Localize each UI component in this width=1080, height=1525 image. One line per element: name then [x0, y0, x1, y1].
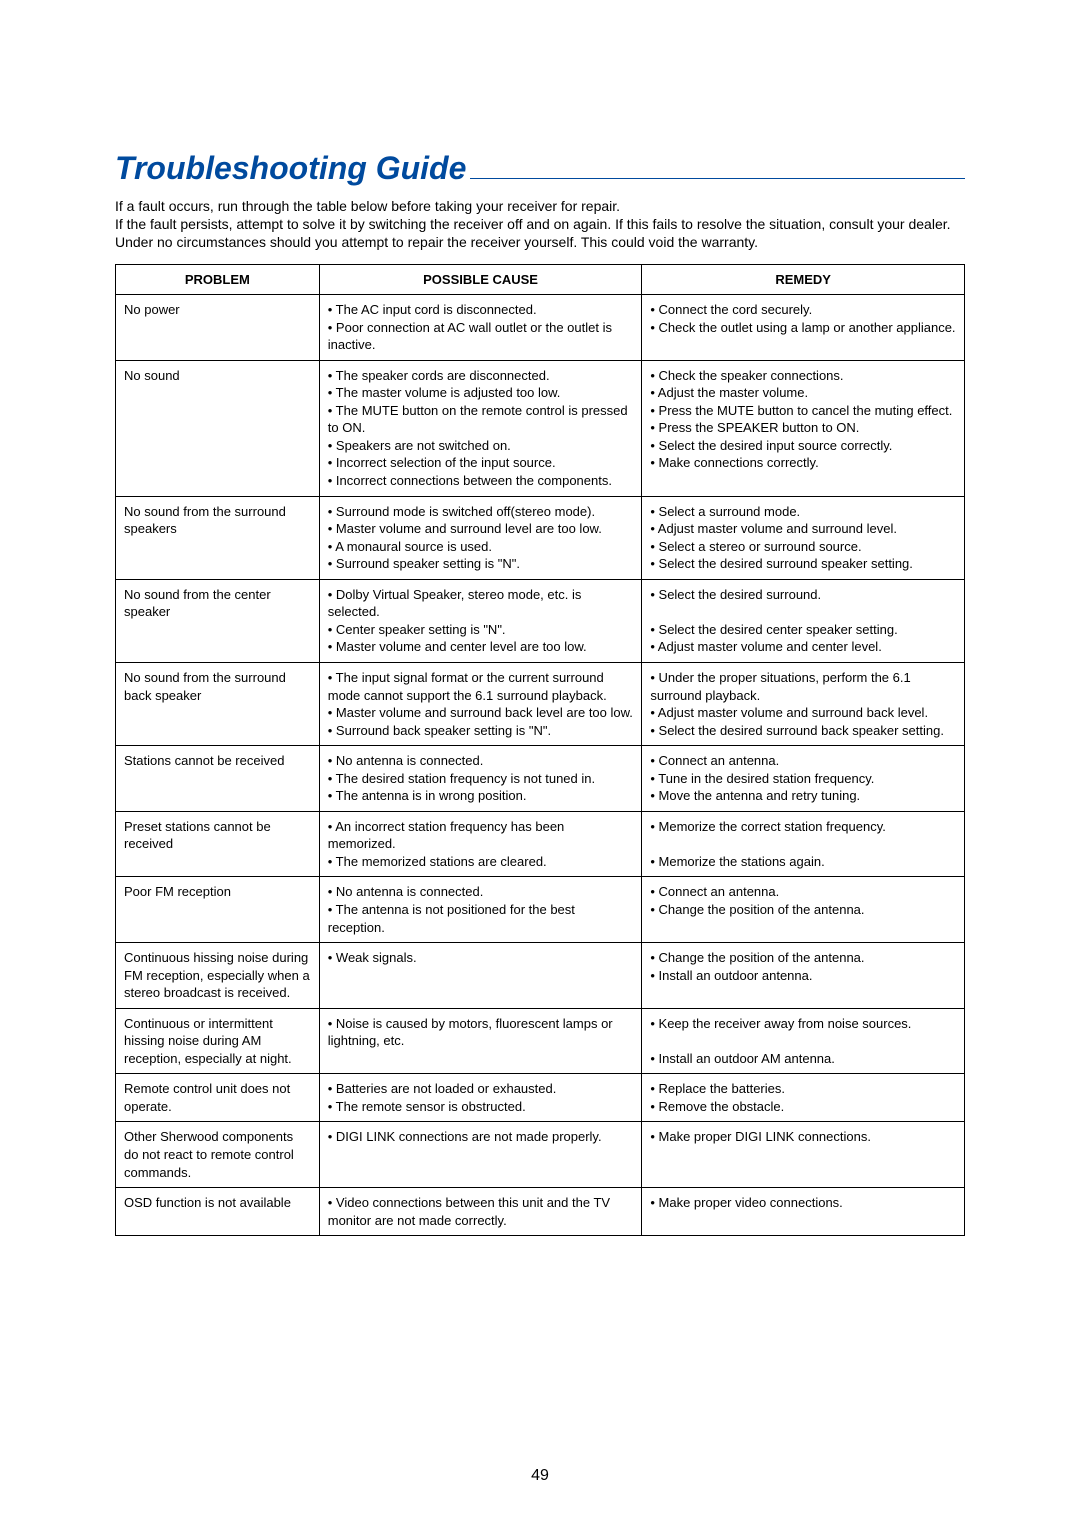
table-body: No power• The AC input cord is disconnec…	[116, 295, 965, 1236]
cell-remedy: • Under the proper situations, perform t…	[642, 662, 965, 745]
table-header-row: PROBLEM POSSIBLE CAUSE REMEDY	[116, 264, 965, 295]
cell-cause: • The speaker cords are disconnected. • …	[319, 360, 642, 496]
cell-cause: • An incorrect station frequency has bee…	[319, 811, 642, 877]
table-row: Remote control unit does not operate.• B…	[116, 1074, 965, 1122]
table-head: PROBLEM POSSIBLE CAUSE REMEDY	[116, 264, 965, 295]
cell-cause: • Surround mode is switched off(stereo m…	[319, 496, 642, 579]
cell-cause: • Dolby Virtual Speaker, stereo mode, et…	[319, 579, 642, 662]
intro-text: If a fault occurs, run through the table…	[115, 197, 965, 252]
title-row: Troubleshooting Guide	[115, 150, 965, 187]
intro-line: If a fault occurs, run through the table…	[115, 198, 620, 214]
cell-problem: No power	[116, 295, 320, 361]
document-page: Troubleshooting Guide If a fault occurs,…	[0, 0, 1080, 1525]
cell-cause: • Noise is caused by motors, fluorescent…	[319, 1008, 642, 1074]
page-title: Troubleshooting Guide	[115, 150, 466, 187]
cell-remedy: • Replace the batteries. • Remove the ob…	[642, 1074, 965, 1122]
cell-remedy: • Connect an antenna. • Tune in the desi…	[642, 746, 965, 812]
table-row: Continuous or intermittent hissing noise…	[116, 1008, 965, 1074]
cell-problem: Continuous or intermittent hissing noise…	[116, 1008, 320, 1074]
cell-problem: Other Sherwood components do not react t…	[116, 1122, 320, 1188]
troubleshooting-table: PROBLEM POSSIBLE CAUSE REMEDY No power• …	[115, 264, 965, 1237]
intro-line: If the fault persists, attempt to solve …	[115, 216, 951, 250]
table-row: Stations cannot be received• No antenna …	[116, 746, 965, 812]
title-rule	[470, 178, 965, 179]
table-row: Other Sherwood components do not react t…	[116, 1122, 965, 1188]
cell-cause: • Batteries are not loaded or exhausted.…	[319, 1074, 642, 1122]
cell-remedy: • Make proper DIGI LINK connections.	[642, 1122, 965, 1188]
table-row: Continuous hissing noise during FM recep…	[116, 943, 965, 1009]
col-problem: PROBLEM	[116, 264, 320, 295]
cell-problem: No sound from the center speaker	[116, 579, 320, 662]
table-row: No sound from the surround back speaker•…	[116, 662, 965, 745]
cell-remedy: • Select a surround mode. • Adjust maste…	[642, 496, 965, 579]
cell-problem: Continuous hissing noise during FM recep…	[116, 943, 320, 1009]
cell-problem: No sound	[116, 360, 320, 496]
cell-problem: Poor FM reception	[116, 877, 320, 943]
cell-remedy: • Make proper video connections.	[642, 1188, 965, 1236]
cell-remedy: • Select the desired surround. • Select …	[642, 579, 965, 662]
cell-cause: • Weak signals.	[319, 943, 642, 1009]
cell-remedy: • Connect an antenna. • Change the posit…	[642, 877, 965, 943]
cell-problem: Preset stations cannot be received	[116, 811, 320, 877]
cell-cause: • No antenna is connected. • The desired…	[319, 746, 642, 812]
table-row: No sound from the surround speakers• Sur…	[116, 496, 965, 579]
table-row: Poor FM reception• No antenna is connect…	[116, 877, 965, 943]
cell-remedy: • Keep the receiver away from noise sour…	[642, 1008, 965, 1074]
table-row: No sound from the center speaker• Dolby …	[116, 579, 965, 662]
cell-remedy: • Connect the cord securely. • Check the…	[642, 295, 965, 361]
cell-problem: No sound from the surround back speaker	[116, 662, 320, 745]
cell-cause: • Video connections between this unit an…	[319, 1188, 642, 1236]
page-number: 49	[0, 1467, 1080, 1485]
cell-cause: • No antenna is connected. • The antenna…	[319, 877, 642, 943]
cell-problem: Remote control unit does not operate.	[116, 1074, 320, 1122]
table-row: OSD function is not available• Video con…	[116, 1188, 965, 1236]
table-row: Preset stations cannot be received• An i…	[116, 811, 965, 877]
cell-remedy: • Check the speaker connections. • Adjus…	[642, 360, 965, 496]
table-row: No sound• The speaker cords are disconne…	[116, 360, 965, 496]
col-cause: POSSIBLE CAUSE	[319, 264, 642, 295]
cell-cause: • The AC input cord is disconnected. • P…	[319, 295, 642, 361]
cell-problem: Stations cannot be received	[116, 746, 320, 812]
cell-remedy: • Change the position of the antenna. • …	[642, 943, 965, 1009]
cell-problem: No sound from the surround speakers	[116, 496, 320, 579]
col-remedy: REMEDY	[642, 264, 965, 295]
cell-problem: OSD function is not available	[116, 1188, 320, 1236]
cell-cause: • The input signal format or the current…	[319, 662, 642, 745]
table-row: No power• The AC input cord is disconnec…	[116, 295, 965, 361]
cell-remedy: • Memorize the correct station frequency…	[642, 811, 965, 877]
cell-cause: • DIGI LINK connections are not made pro…	[319, 1122, 642, 1188]
